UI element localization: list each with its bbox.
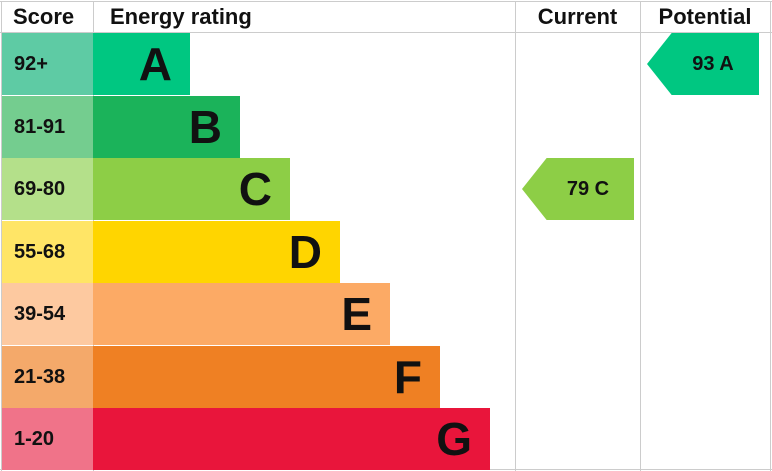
rating-bar-c: C xyxy=(93,158,290,220)
header-divider xyxy=(0,32,772,33)
rating-bar-g: G xyxy=(93,408,490,470)
rating-bar-b: B xyxy=(93,95,240,158)
current-rating-arrow: 79 C xyxy=(522,158,634,220)
rating-bar-f: F xyxy=(93,345,440,408)
divider xyxy=(515,2,516,471)
top-border xyxy=(0,1,772,2)
header-potential: Potential xyxy=(658,4,752,29)
score-range-e: 39-54 xyxy=(2,283,93,345)
score-range-d: 55-68 xyxy=(2,220,93,283)
rating-bar-d: D xyxy=(93,220,340,283)
score-range-g: 1-20 xyxy=(2,408,93,470)
score-range-a: 92+ xyxy=(2,33,93,95)
rating-bar-e: E xyxy=(93,283,390,345)
divider xyxy=(640,2,641,471)
score-range-c: 69-80 xyxy=(2,158,93,220)
header-score: Score xyxy=(13,4,75,29)
score-range-b: 81-91 xyxy=(2,95,93,158)
score-range-f: 21-38 xyxy=(2,345,93,408)
header-energy-rating: Energy rating xyxy=(110,4,252,29)
rating-bar-a: A xyxy=(93,33,190,95)
header-current: Current xyxy=(537,4,618,29)
potential-rating-arrow: 93 A xyxy=(647,33,759,95)
left-border xyxy=(1,2,2,471)
right-border xyxy=(770,2,771,471)
